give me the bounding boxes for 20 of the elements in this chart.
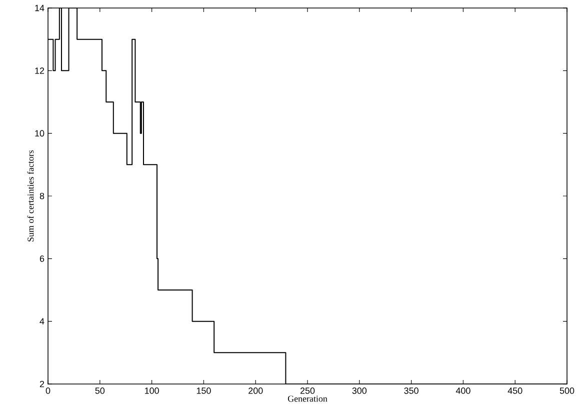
x-tick-label: 150 (196, 388, 211, 394)
y-tick-label: 12 (35, 68, 44, 74)
y-tick-label: 14 (35, 4, 44, 12)
x-tick-label: 0 (46, 388, 50, 394)
y-tick-label: 4 (40, 318, 44, 324)
x-tick-label: 100 (145, 388, 159, 394)
x-tick-label: 500 (560, 388, 574, 394)
x-axis-title: Generation (288, 396, 328, 402)
x-tick-label: 350 (404, 388, 418, 394)
y-axis-title: Sum of certainties factors (27, 150, 34, 242)
x-tick-label: 300 (352, 388, 367, 394)
x-tick-label: 250 (300, 388, 315, 394)
x-tick-label: 450 (508, 388, 522, 394)
x-tick-label: 200 (248, 388, 263, 394)
y-tick-label: 10 (35, 130, 44, 137)
y-tick-label: 6 (40, 255, 44, 262)
x-tick-label: 400 (456, 388, 470, 394)
y-tick-label: 2 (40, 380, 44, 388)
x-tick-label: 50 (95, 388, 105, 394)
y-tick-label: 8 (40, 192, 44, 200)
